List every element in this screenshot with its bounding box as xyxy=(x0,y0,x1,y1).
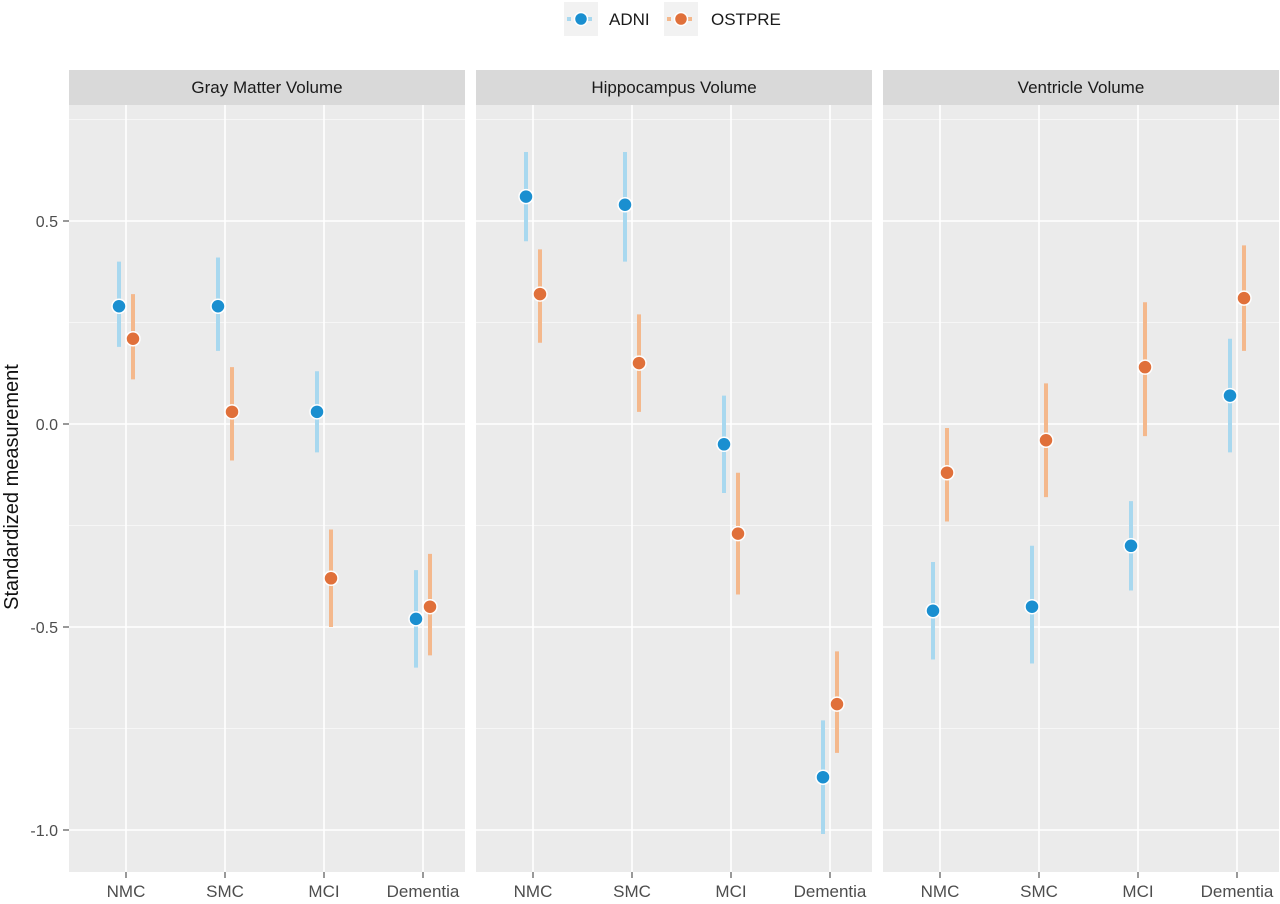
x-tick-label: Dementia xyxy=(1201,882,1274,899)
x-tick-label: SMC xyxy=(206,882,244,899)
x-tick-label: NMC xyxy=(107,882,146,899)
data-point xyxy=(111,298,127,315)
x-tick-label: Dementia xyxy=(794,882,867,899)
facet-panel: Ventricle Volume NMC SMC MCI Dementia xyxy=(883,70,1279,901)
x-tick-label: MCI xyxy=(1122,882,1153,899)
legend-key-point xyxy=(673,11,689,27)
y-axis-label: Standardized measurement xyxy=(1,364,23,610)
y-tick-label: -0.5 xyxy=(30,620,58,637)
legend-label: ADNI xyxy=(609,10,650,29)
x-tick-label: SMC xyxy=(1020,882,1058,899)
panel-background xyxy=(476,105,872,872)
data-point xyxy=(1236,290,1252,306)
data-point xyxy=(125,330,141,347)
data-point xyxy=(323,570,339,587)
facet-panel: Gray Matter Volume NMC SMC MCI Dementia xyxy=(69,70,465,901)
data-point xyxy=(939,464,955,481)
x-tick-label: MCI xyxy=(715,882,746,899)
x-tick-label: Dementia xyxy=(387,882,460,899)
legend-item: OSTPRE xyxy=(664,2,781,36)
legend-key-point xyxy=(573,11,589,27)
data-point xyxy=(1024,598,1040,615)
data-point xyxy=(1038,432,1054,448)
data-point xyxy=(925,603,941,619)
data-point xyxy=(518,188,534,205)
data-point xyxy=(631,355,647,371)
data-point xyxy=(210,298,226,315)
data-point xyxy=(829,696,845,712)
data-point xyxy=(730,525,746,542)
legend-label: OSTPRE xyxy=(711,10,781,29)
facet-panel: Hippocampus Volume NMC SMC MCI Dementia xyxy=(476,70,872,901)
x-tick-label: SMC xyxy=(613,882,651,899)
data-point xyxy=(1137,359,1153,375)
data-point xyxy=(532,286,548,302)
facet-title: Hippocampus Volume xyxy=(591,78,756,97)
y-tick-label: -1.0 xyxy=(30,823,58,840)
facet-strip xyxy=(883,70,1279,105)
facet-strip xyxy=(69,70,465,105)
data-point xyxy=(224,404,240,420)
data-point xyxy=(1222,387,1238,404)
data-point xyxy=(815,769,831,785)
data-point xyxy=(408,611,424,627)
x-tick-label: MCI xyxy=(308,882,339,899)
y-tick-label: 0.0 xyxy=(36,417,58,434)
data-point xyxy=(1123,538,1139,554)
facet-strip xyxy=(476,70,872,105)
data-point xyxy=(716,436,732,453)
facet-title: Ventricle Volume xyxy=(1018,78,1145,97)
facet-title: Gray Matter Volume xyxy=(191,78,342,97)
data-point xyxy=(309,404,325,420)
legend-item: ADNI xyxy=(564,2,650,36)
x-tick-label: NMC xyxy=(514,882,553,899)
y-axis: -1.0 -0.5 0.0 0.5 xyxy=(30,214,69,840)
y-tick-label: 0.5 xyxy=(36,214,58,231)
data-point xyxy=(422,598,438,615)
data-point xyxy=(617,197,633,213)
panel-background xyxy=(69,105,465,872)
legend: ADNI OSTPRE xyxy=(564,2,781,36)
x-tick-label: NMC xyxy=(921,882,960,899)
panel-background xyxy=(883,105,1279,872)
